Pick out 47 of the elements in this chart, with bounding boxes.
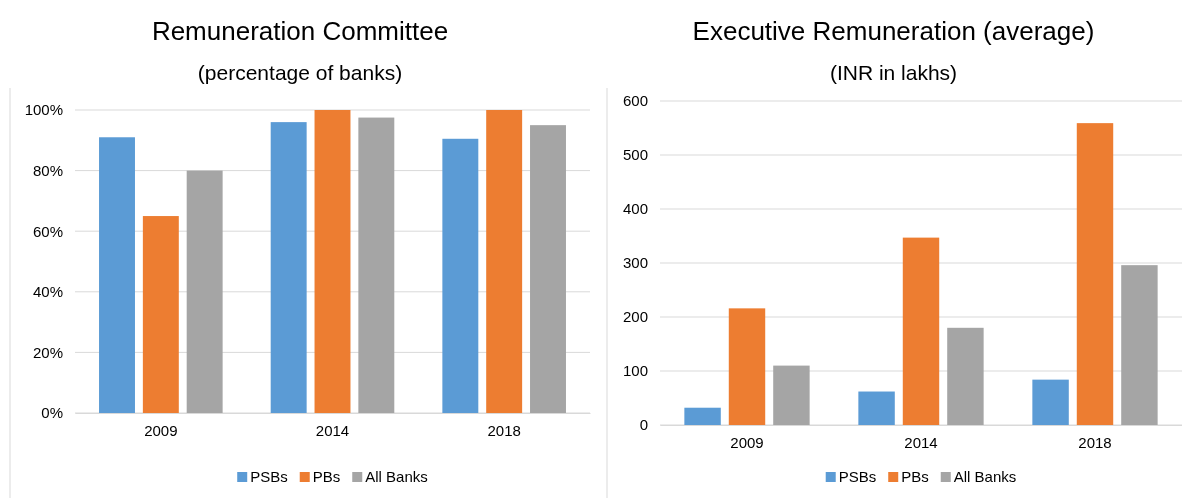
y-tick-label: 0 (639, 416, 648, 434)
bar (773, 365, 810, 425)
y-tick-label: 500 (622, 146, 648, 164)
y-tick-label: 200 (622, 308, 648, 326)
y-tick-label: 80% (32, 161, 63, 179)
y-tick-label: 20% (32, 343, 63, 361)
legend-label: PBs (312, 468, 341, 485)
bar (142, 216, 179, 413)
y-tick-label: 60% (32, 222, 63, 240)
legend-label: All Banks (365, 468, 428, 485)
bar (358, 117, 395, 413)
legend-label: PSBs (250, 468, 288, 485)
x-tick-label: 2009 (730, 433, 764, 451)
bar (186, 170, 223, 413)
y-tick-label: 100 (622, 362, 648, 380)
bar (902, 237, 940, 425)
x-tick-label: 2009 (144, 421, 178, 439)
bar (486, 110, 523, 413)
bar (728, 308, 766, 425)
x-tick-label: 2014 (904, 433, 938, 451)
y-tick-label: 600 (622, 92, 648, 110)
y-tick-label: 300 (622, 254, 648, 272)
x-tick-label: 2014 (315, 421, 350, 439)
y-tick-label: 40% (32, 283, 63, 301)
y-tick-label: 0% (41, 404, 63, 422)
bar (314, 110, 351, 413)
legend-label: All Banks (953, 468, 1017, 485)
x-tick-label: 2018 (487, 421, 521, 439)
bar (858, 391, 895, 425)
chart-title: Executive Remuneration (average) (692, 16, 1095, 46)
bar (684, 407, 721, 425)
legend-label: PBs (901, 468, 929, 485)
bar (947, 327, 984, 425)
bar (270, 122, 307, 413)
bar (1076, 123, 1114, 425)
bar (99, 137, 135, 413)
bar (1121, 265, 1158, 425)
y-tick-label: 400 (622, 200, 648, 218)
chart-subtitle: (INR in lakhs) (829, 61, 958, 84)
chart-subtitle: (percentage of banks) (197, 61, 403, 84)
bar (1032, 379, 1069, 425)
bar (442, 138, 479, 413)
x-tick-label: 2018 (1078, 433, 1112, 451)
legend-label: PSBs (838, 468, 877, 485)
bar (530, 125, 566, 413)
y-tick-label: 100% (24, 101, 63, 119)
chart-title: Remuneration Committee (151, 16, 449, 46)
